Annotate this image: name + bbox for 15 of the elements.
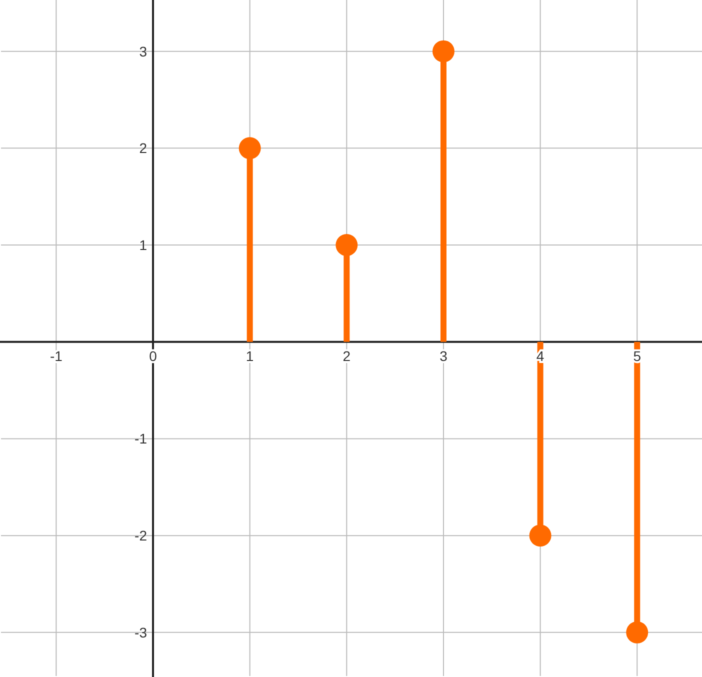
y-tick-label: 2 <box>139 140 148 156</box>
point <box>336 234 358 256</box>
x-tick-label: -1 <box>50 348 63 364</box>
point <box>529 524 552 547</box>
y-tick-label: 3 <box>139 43 148 60</box>
x-tick-label: 3 <box>440 348 448 364</box>
y-tick-label: -1 <box>134 430 148 447</box>
y-tick-label: 1 <box>139 237 148 254</box>
point <box>626 621 648 644</box>
point <box>432 40 454 62</box>
x-tick-label: 2 <box>342 348 351 364</box>
y-tick-label: -2 <box>134 528 148 544</box>
x-tick-label: 1 <box>246 348 254 364</box>
point <box>238 137 261 160</box>
y-tick-label: -3 <box>134 624 148 640</box>
